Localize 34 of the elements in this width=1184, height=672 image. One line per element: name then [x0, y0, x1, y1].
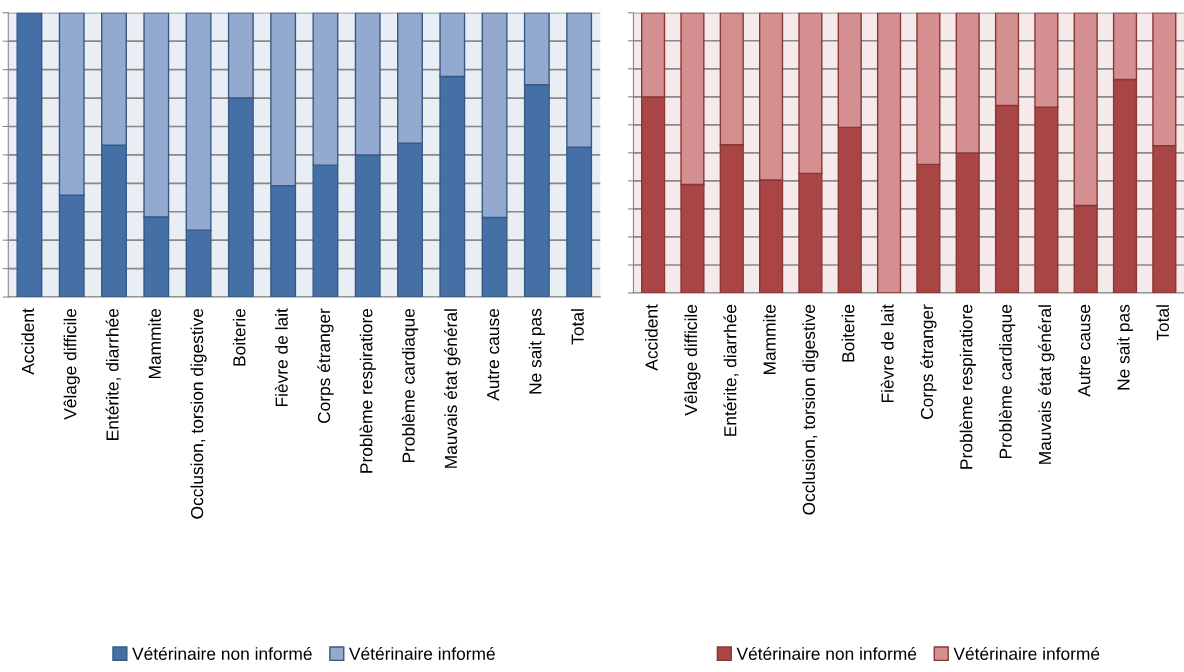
x-tick-label: Occlusion, torsion digestive [190, 308, 207, 519]
bar [876, 12, 902, 293]
legend-label: Vétérinaire non informé [132, 646, 312, 660]
x-tick-label: Entérite, diarrhée [723, 304, 739, 436]
x-tick-label: Ne sait pas [528, 308, 545, 394]
x-tick-label: Total [1156, 305, 1169, 341]
x-tick-label: Problème cardiaque [401, 308, 419, 463]
x-tick-label: Mammite [762, 304, 776, 375]
x-tick-label: Mauvais état général [1038, 305, 1055, 464]
legend-label: Vétérinaire informé [953, 646, 1100, 660]
x-tick-label: Ne sait pas [1116, 304, 1134, 390]
x-tick-label: Mauvais état général [444, 309, 461, 468]
x-tick-label: Boiterie [841, 304, 855, 362]
x-tick-label: Autre cause [487, 308, 500, 401]
x-tick-label: Autre cause [1078, 304, 1091, 397]
x-tick-label: Occlusion, torsion digestive [802, 304, 819, 515]
x-tick-label: Problème respiratiore [959, 304, 976, 469]
x-tick-label: Corps étranger [317, 308, 334, 424]
x-tick-label: Accident [645, 304, 658, 371]
x-tick-label: Problème respiratiore [359, 308, 376, 473]
legend-label: Vétérinaire non informé [736, 646, 917, 660]
x-tick-label: Vêlage difficile [684, 304, 701, 416]
x-tick-label: Accident [21, 308, 35, 375]
x-tick-label: Problème cardiaque [998, 304, 1016, 459]
bar [16, 12, 43, 298]
x-tick-label: Corps étranger [920, 304, 937, 420]
x-tick-label: Entérite, diarrhée [105, 308, 121, 440]
x-tick-label: Vêlage difficile [63, 308, 80, 420]
x-tick-label: Boiterie [232, 308, 246, 366]
legend-label: Vétérinaire informé [349, 646, 495, 660]
x-tick-label: Total [571, 309, 584, 345]
x-tick-label: Mammite [148, 308, 161, 379]
x-tick-label: Fièvre de lait [274, 308, 288, 407]
x-tick-label: Fièvre de lait [880, 304, 894, 403]
